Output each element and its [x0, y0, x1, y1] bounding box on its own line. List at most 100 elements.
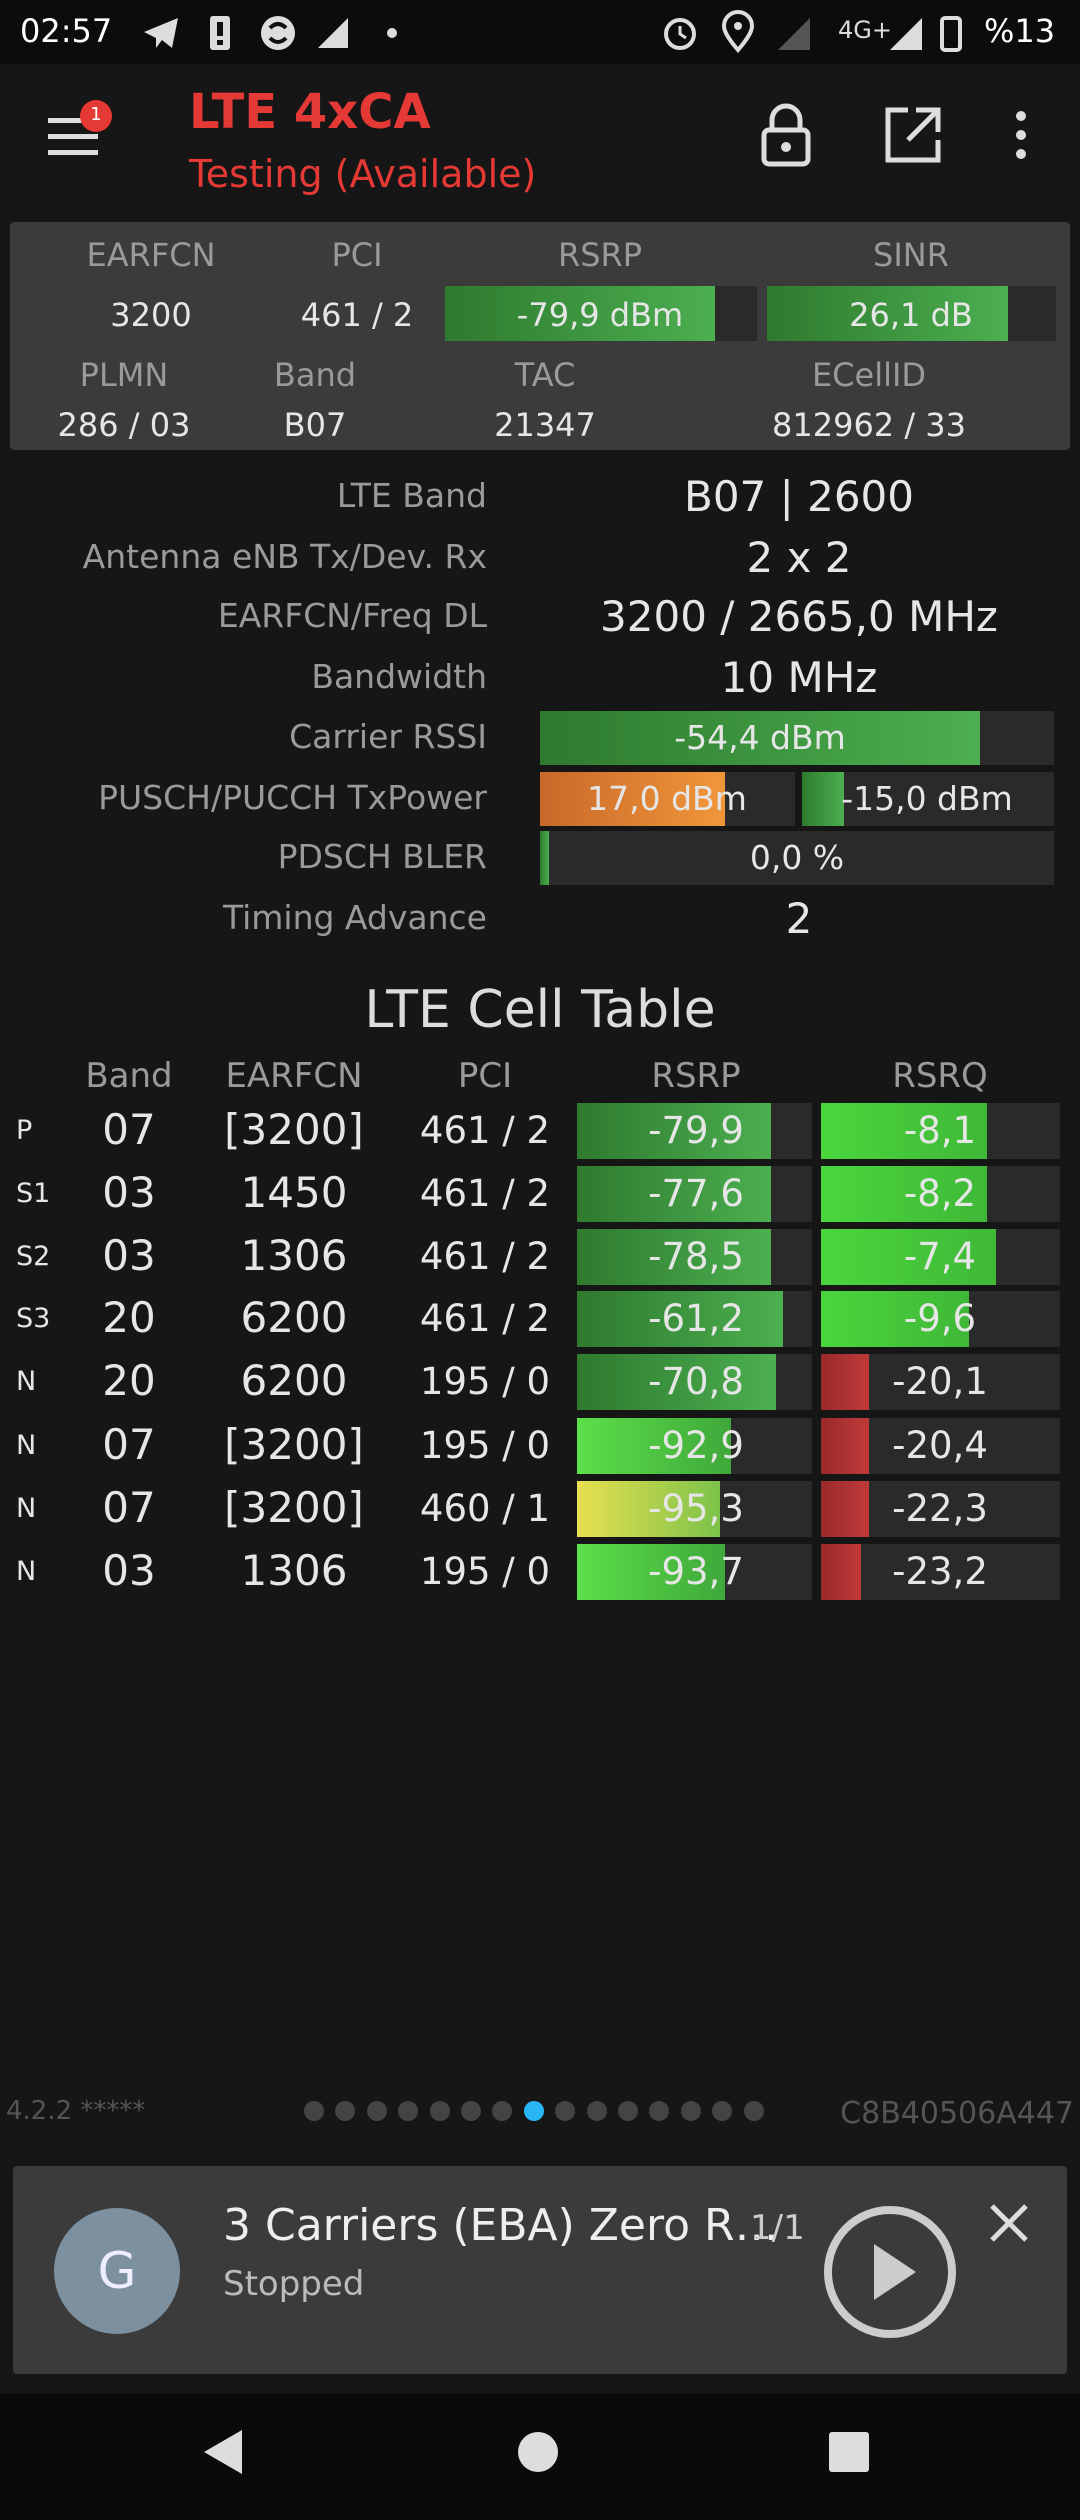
row-type: N: [16, 1493, 37, 1524]
cell-earfcn: 1450: [240, 1168, 348, 1217]
summary-value: 21347: [494, 406, 596, 444]
cell-pci: 461 / 2: [419, 1235, 551, 1278]
detail-value: -54,4 dBm: [674, 718, 846, 757]
summary-value: 812962 / 33: [772, 406, 966, 444]
status-bar: [0, 0, 1080, 64]
open-external-button[interactable]: [882, 104, 944, 166]
row-type: P: [16, 1115, 33, 1146]
cell-rsrq: -23,2: [892, 1550, 988, 1593]
page-dot: [335, 2101, 356, 2121]
cell-rsrp: -78,5: [648, 1235, 744, 1278]
cell-pci: 195 / 0: [419, 1424, 551, 1467]
cell-earfcn: 6200: [240, 1293, 348, 1342]
summary-header: EARFCN: [86, 236, 216, 274]
summary-header: TAC: [514, 356, 576, 394]
summary-header: PCI: [331, 236, 383, 274]
cell-band: 07: [102, 1105, 156, 1154]
detail-value: 10 MHz: [720, 653, 878, 702]
cell-rsrp: -93,7: [648, 1550, 744, 1593]
cell-band: 07: [102, 1420, 156, 1469]
row-type: S2: [16, 1241, 51, 1272]
page-dot: [398, 2101, 419, 2121]
overflow-menu-button[interactable]: [1006, 108, 1036, 164]
detail-label: Timing Advance: [222, 898, 487, 937]
row-type: S1: [16, 1178, 51, 1209]
table-header: EARFCN: [225, 1056, 363, 1096]
detail-value: 2 x 2: [746, 533, 852, 582]
cell-rsrq: -9,6: [903, 1297, 977, 1340]
signal-bar: [821, 1166, 987, 1222]
row-type: N: [16, 1556, 37, 1587]
signal-bar: [577, 1291, 783, 1347]
summary-header: ECellID: [811, 356, 927, 394]
page-dot: [586, 2101, 607, 2121]
status-icons-right: [664, 10, 962, 54]
cell-pci: 461 / 2: [419, 1172, 551, 1215]
device-id: C8B40506A447: [840, 2096, 1074, 2131]
avatar: G: [54, 2208, 180, 2334]
summary-header: SINR: [873, 236, 949, 274]
notification-badge: 1: [90, 104, 102, 125]
signal-bar: [577, 1418, 731, 1474]
detail-label: Carrier RSSI: [289, 717, 487, 756]
battery-level: %13: [984, 12, 1056, 50]
cell-pci: 195 / 0: [419, 1550, 551, 1593]
signal-bar: [445, 286, 715, 341]
status-icons: [144, 16, 397, 50]
summary-value: -79,9 dBm: [516, 296, 684, 334]
signal-bar: [767, 286, 1008, 341]
row-type: N: [16, 1366, 37, 1397]
detail-value: -15,0 dBm: [841, 779, 1013, 818]
signal-bar: [577, 1481, 720, 1537]
detail-value: 0,0 %: [749, 838, 845, 877]
cell-earfcn: 1306: [240, 1231, 348, 1280]
cell-pci: 195 / 0: [419, 1360, 551, 1403]
row-type: N: [16, 1430, 37, 1461]
summary-header: RSRP: [557, 236, 643, 274]
table-header: PCI: [457, 1056, 513, 1096]
page-dot: [555, 2101, 576, 2121]
summary-value: 26,1 dB: [849, 296, 973, 334]
summary-header: PLMN: [79, 356, 169, 394]
page-dot: [304, 2101, 324, 2121]
page-dot: [618, 2101, 638, 2121]
detail-label: Bandwidth: [311, 657, 487, 696]
signal-bar: [540, 711, 980, 765]
cell-rsrp: -79,9: [648, 1109, 744, 1152]
signal-bar: [540, 772, 725, 826]
cell-rsrq: -22,3: [892, 1487, 988, 1530]
detail-value: 2: [785, 894, 813, 943]
player-status: Stopped: [223, 2264, 365, 2304]
signal-bar: [821, 1418, 869, 1474]
network-type: 4G+: [838, 16, 892, 44]
summary-header: Band: [273, 356, 357, 394]
cell-rsrq: -20,1: [892, 1360, 988, 1403]
cell-pci: 460 / 1: [419, 1487, 551, 1530]
page-dot: [366, 2101, 387, 2121]
cell-rsrp: -61,2: [648, 1297, 744, 1340]
signal-bar: [821, 1354, 869, 1410]
cell-band: 07: [102, 1483, 156, 1532]
summary-value: 461 / 2: [300, 296, 414, 334]
player-position: 1/1: [750, 2208, 805, 2248]
cell-earfcn: 1306: [240, 1546, 348, 1595]
menu-button[interactable]: [40, 100, 120, 170]
cell-pci: 461 / 2: [419, 1297, 551, 1340]
lock-button[interactable]: [756, 100, 816, 170]
cell-band: 03: [102, 1168, 156, 1217]
signal-bar: [577, 1544, 725, 1600]
detail-label: EARFCN/Freq DL: [217, 596, 487, 635]
signal-bar: [577, 1229, 771, 1285]
detail-value: B07 | 2600: [684, 472, 914, 521]
play-button[interactable]: [822, 2204, 958, 2340]
nav-buttons[interactable]: [0, 2394, 1080, 2520]
detail-label: Antenna eNB Tx/Dev. Rx: [82, 537, 487, 576]
cell-earfcn: 6200: [240, 1356, 348, 1405]
close-button[interactable]: [986, 2200, 1032, 2246]
signal-bar: [821, 1229, 996, 1285]
cell-earfcn: [3200]: [224, 1105, 364, 1154]
cell-rsrq: -8,1: [903, 1109, 977, 1152]
table-title: LTE Cell Table: [364, 980, 716, 1040]
cell-band: 20: [102, 1356, 156, 1405]
